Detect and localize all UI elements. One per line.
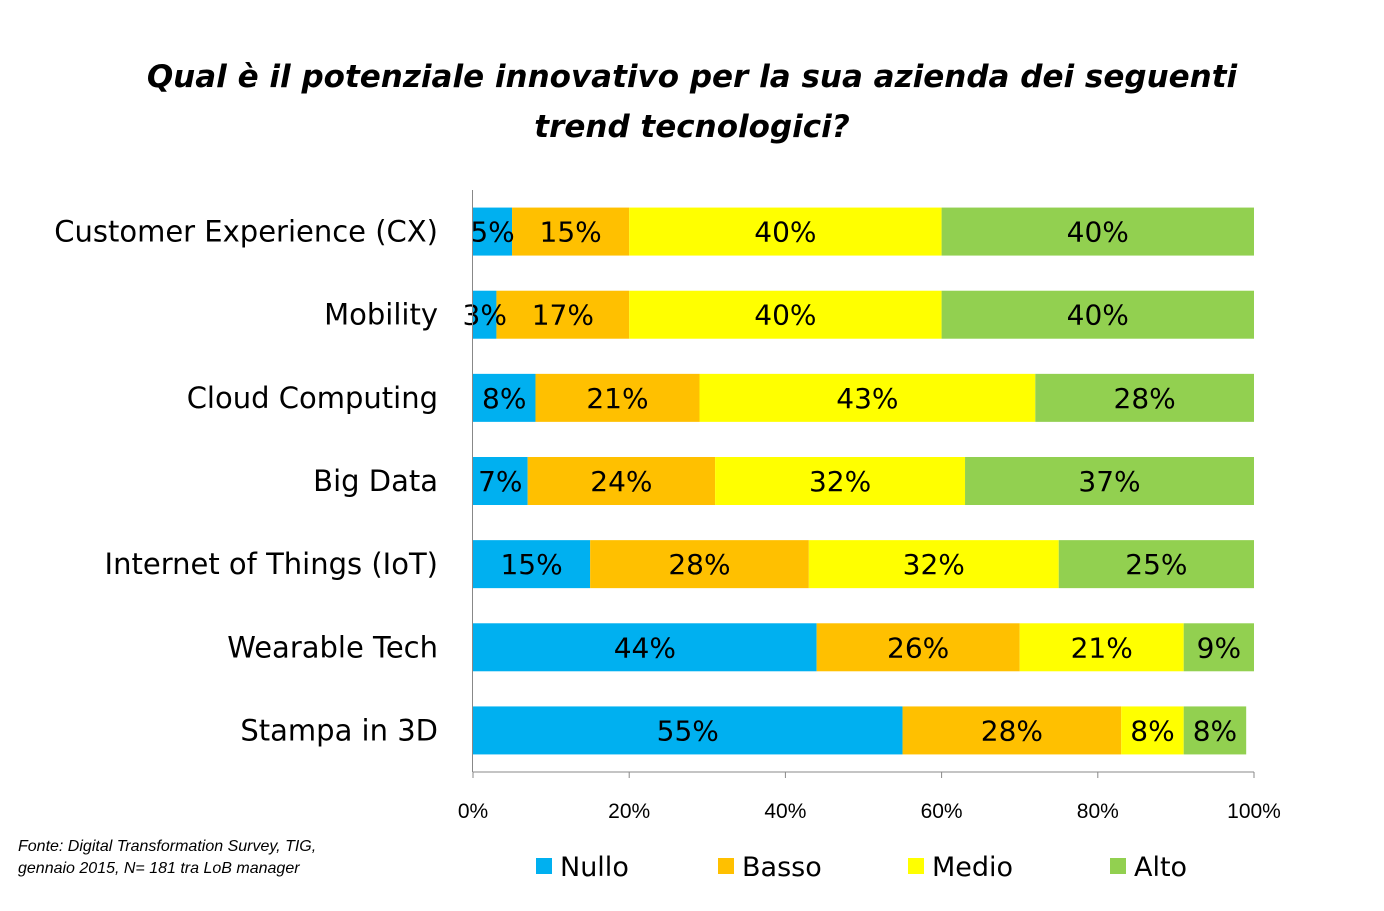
bar-basso-mobility [496, 290, 630, 339]
chart-title-line-2: trend tecnologici? [534, 109, 850, 145]
x-tick-label-0: 0% [458, 800, 488, 823]
category-label-internet-of-things-iot: Internet of Things (IoT) [105, 547, 438, 581]
data-label-nullo-stampa-in-3d: 55% [657, 714, 719, 747]
category-label-stampa-in-3d: Stampa in 3D [240, 713, 438, 747]
data-label-basso-customer-experience-cx: 15% [540, 216, 602, 249]
x-tick-label-3: 60% [921, 800, 963, 823]
source-note: Fonte: Digital Transformation Survey, TI… [18, 836, 316, 880]
data-label-medio-customer-experience-cx: 40% [754, 216, 816, 249]
source-note-line-2: gennaio 2015, N= 181 tra LoB manager [18, 860, 300, 877]
x-tick-label-4: 80% [1077, 800, 1119, 823]
category-label-mobility: Mobility [324, 298, 438, 332]
bar-nullo-big-data [473, 457, 528, 505]
bar-nullo-stampa-in-3d [473, 706, 903, 755]
bar-nullo-wearable-tech [473, 623, 817, 672]
legend-label-medio: Medio [932, 852, 1013, 883]
legend-swatch-medio [908, 858, 924, 874]
bar-medio-stampa-in-3d [1121, 706, 1184, 755]
data-label-alto-stampa-in-3d: 8% [1193, 714, 1237, 747]
data-label-medio-stampa-in-3d: 8% [1130, 714, 1174, 747]
category-label-cloud-computing: Cloud Computing [187, 381, 438, 415]
legend-swatch-basso [718, 858, 734, 874]
legend-swatch-nullo [536, 858, 552, 874]
bar-medio-customer-experience-cx [629, 207, 942, 256]
bar-alto-customer-experience-cx [941, 207, 1254, 256]
data-label-medio-internet-of-things-iot: 32% [903, 548, 965, 581]
bar-nullo-customer-experience-cx [473, 207, 513, 256]
bar-nullo-mobility [473, 290, 497, 339]
source-note-line-1: Fonte: Digital Transformation Survey, TI… [18, 838, 317, 855]
x-tick-label-1: 20% [608, 800, 650, 823]
bar-medio-cloud-computing [699, 373, 1036, 422]
chart-title-line-1: Qual è il potenziale innovativo per la s… [146, 59, 1238, 95]
data-label-basso-stampa-in-3d: 28% [981, 714, 1043, 747]
category-label-customer-experience-cx: Customer Experience (CX) [54, 215, 438, 249]
data-label-nullo-cloud-computing: 8% [482, 382, 526, 415]
data-label-basso-internet-of-things-iot: 28% [668, 548, 730, 581]
data-label-nullo-mobility: 3% [463, 299, 507, 332]
bar-basso-big-data [527, 457, 716, 505]
data-label-medio-cloud-computing: 43% [836, 382, 898, 415]
bar-medio-wearable-tech [1019, 623, 1184, 672]
bar-medio-big-data [715, 457, 966, 505]
bar-alto-stampa-in-3d [1183, 706, 1247, 755]
bar-basso-stampa-in-3d [902, 706, 1122, 755]
data-label-nullo-internet-of-things-iot: 15% [500, 548, 562, 581]
legend-label-alto: Alto [1134, 852, 1187, 883]
bar-medio-mobility [629, 290, 942, 339]
x-tick-label-5: 100% [1227, 800, 1281, 823]
data-label-alto-customer-experience-cx: 40% [1067, 216, 1129, 249]
category-label-wearable-tech: Wearable Tech [227, 630, 438, 664]
bar-medio-internet-of-things-iot [808, 540, 1059, 589]
data-label-medio-mobility: 40% [754, 299, 816, 332]
chart-title: Qual è il potenziale innovativo per la s… [0, 52, 1384, 152]
data-label-nullo-customer-experience-cx: 5% [470, 216, 514, 249]
bar-alto-internet-of-things-iot [1058, 540, 1254, 589]
data-label-basso-cloud-computing: 21% [586, 382, 648, 415]
data-label-nullo-wearable-tech: 44% [614, 631, 676, 664]
legend-label-basso: Basso [742, 852, 822, 883]
bar-basso-cloud-computing [535, 373, 700, 422]
data-label-basso-big-data: 24% [590, 465, 652, 498]
data-label-alto-wearable-tech: 9% [1197, 631, 1241, 664]
data-label-nullo-big-data: 7% [478, 465, 522, 498]
bar-basso-wearable-tech [816, 623, 1020, 672]
data-label-alto-mobility: 40% [1067, 299, 1129, 332]
bar-nullo-internet-of-things-iot [473, 540, 591, 589]
data-label-basso-wearable-tech: 26% [887, 631, 949, 664]
data-label-medio-big-data: 32% [809, 465, 871, 498]
data-label-alto-internet-of-things-iot: 25% [1125, 548, 1187, 581]
data-label-medio-wearable-tech: 21% [1071, 631, 1133, 664]
legend-label-nullo: Nullo [560, 852, 629, 883]
bar-nullo-cloud-computing [473, 373, 536, 422]
bar-alto-wearable-tech [1183, 623, 1254, 672]
bar-basso-internet-of-things-iot [590, 540, 809, 589]
data-label-basso-mobility: 17% [532, 299, 594, 332]
data-label-alto-big-data: 37% [1078, 465, 1140, 498]
bar-alto-big-data [965, 457, 1254, 505]
bar-alto-cloud-computing [1035, 373, 1254, 422]
legend-swatch-alto [1110, 858, 1126, 874]
bar-alto-mobility [941, 290, 1254, 339]
category-label-big-data: Big Data [313, 464, 438, 498]
data-label-alto-cloud-computing: 28% [1114, 382, 1176, 415]
bar-basso-customer-experience-cx [512, 207, 630, 256]
x-tick-label-2: 40% [764, 800, 806, 823]
